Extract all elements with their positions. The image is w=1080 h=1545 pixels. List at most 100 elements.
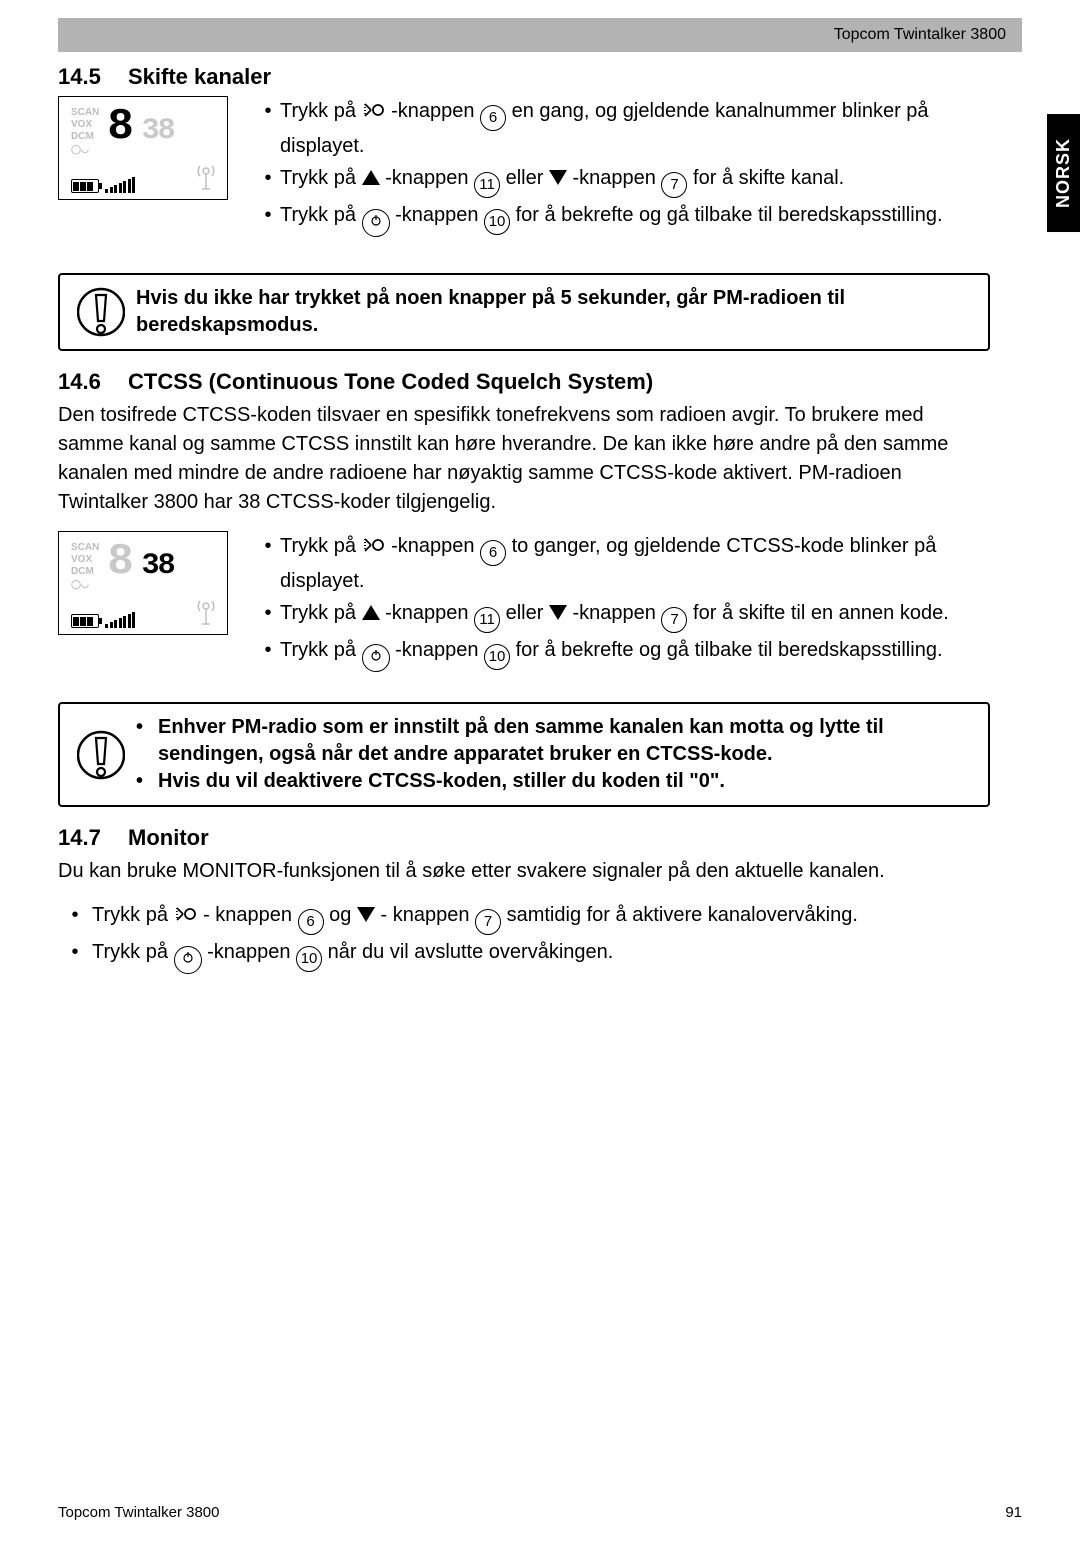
lcd-chime-icon: ◯◡	[71, 578, 99, 590]
sec-146-title: CTCSS (Continuous Tone Coded Squelch Sys…	[128, 369, 653, 394]
text: for å skifte til en annen kode.	[693, 602, 949, 624]
note1-text: Hvis du ikke har trykket på noen knapper…	[136, 285, 972, 339]
triangle-down-icon	[549, 605, 567, 620]
circled-7-icon: 7	[661, 172, 687, 198]
text: Trykk på	[92, 941, 174, 963]
bullet-dot: •	[256, 598, 280, 633]
softkey-icon	[174, 904, 198, 924]
text: -knappen	[395, 639, 484, 661]
circled-6-icon: 6	[480, 540, 506, 566]
lcd-label: DCM	[71, 566, 99, 578]
text: for å bekrefte og gå tilbake til beredsk…	[516, 639, 943, 661]
sec146-b2: Trykk på -knappen 11 eller -knappen 7 fo…	[280, 598, 990, 633]
lcd-label: SCAN	[71, 542, 99, 554]
text: og	[329, 904, 357, 926]
bullet-dot: •	[58, 900, 92, 935]
sec146-para: Den tosifrede CTCSS-koden tilsvaer en sp…	[58, 401, 990, 517]
antenna-icon	[195, 596, 217, 628]
circled-11-icon: 11	[474, 607, 500, 633]
triangle-up-icon	[362, 170, 380, 185]
text: -knappen	[207, 941, 296, 963]
sec145-b1: Trykk på -knappen 6 en gang, og gjeldend…	[280, 96, 990, 161]
footer: Topcom Twintalker 3800 91	[58, 1504, 1022, 1521]
signal-bars-icon	[105, 177, 135, 193]
triangle-down-icon	[549, 170, 567, 185]
text: -knappen	[391, 535, 480, 557]
text: -knappen	[573, 602, 662, 624]
circled-7-icon: 7	[475, 909, 501, 935]
bullet-dot: •	[256, 200, 280, 237]
sec-145-heading: 14.5Skifte kanaler	[58, 64, 990, 90]
bullet-dot: •	[58, 937, 92, 974]
note2: •Enhver PM-radio som er innstilt på den …	[136, 714, 972, 795]
lcd-chime-icon: ◯◡	[71, 143, 99, 155]
header-bar: Topcom Twintalker 3800	[58, 18, 1022, 52]
circled-6-icon: 6	[298, 909, 324, 935]
circled-10-icon: 10	[484, 644, 510, 670]
lcd-big-digit: 8	[107, 542, 131, 582]
bullet-dot: •	[256, 96, 280, 161]
sec-146-num: 14.6	[58, 369, 128, 395]
header-right: Topcom Twintalker 3800	[834, 26, 1006, 44]
text: -knappen	[385, 167, 474, 189]
text: Trykk på	[280, 100, 362, 122]
sec145-b3: Trykk på -knappen 10 for å bekrefte og g…	[280, 200, 990, 237]
text: -knappen	[391, 100, 480, 122]
page-number: 91	[1005, 1504, 1022, 1521]
text: Trykk på	[92, 904, 174, 926]
lcd-label: DCM	[71, 131, 99, 143]
sec145-b2: Trykk på -knappen 11 eller -knappen 7 fo…	[280, 163, 990, 198]
note-box-1: Hvis du ikke har trykket på noen knapper…	[58, 273, 990, 351]
sec146-b1: Trykk på -knappen 6 to ganger, og gjelde…	[280, 531, 990, 596]
text: - knappen	[203, 904, 298, 926]
text: når du vil avslutte overvåkingen.	[328, 941, 614, 963]
lcd-label: SCAN	[71, 107, 99, 119]
lcd-sub-digits: 38	[142, 111, 174, 151]
power-icon	[174, 946, 202, 974]
sec-147-title: Monitor	[128, 825, 209, 850]
note2a: Enhver PM-radio som er innstilt på den s…	[158, 714, 972, 768]
lcd-digits: 8 38	[107, 542, 173, 586]
triangle-up-icon	[362, 605, 380, 620]
text: -knappen	[395, 204, 484, 226]
signal-bars-icon	[105, 612, 135, 628]
text: Trykk på	[280, 639, 362, 661]
sec146-b3: Trykk på -knappen 10 for å bekrefte og g…	[280, 635, 990, 672]
lcd-big-digit: 8	[107, 107, 131, 147]
text: samtidig for å aktivere kanalovervåking.	[507, 904, 858, 926]
sec-147-num: 14.7	[58, 825, 128, 851]
text: Trykk på	[280, 535, 362, 557]
lcd-146: SCAN VOX DCM ◯◡ 8 38	[58, 531, 228, 635]
circled-10-icon: 10	[484, 209, 510, 235]
sec147-b2: Trykk på -knappen 10 når du vil avslutte…	[92, 937, 990, 974]
exclamation-icon	[66, 728, 136, 782]
antenna-icon	[195, 161, 217, 193]
lcd-labels: SCAN VOX DCM ◯◡	[71, 107, 99, 155]
battery-icon	[71, 614, 99, 628]
sec-146-heading: 14.6CTCSS (Continuous Tone Coded Squelch…	[58, 369, 990, 395]
lcd-label: VOX	[71, 119, 99, 131]
language-tab: NORSK	[1047, 114, 1080, 232]
note2b: Hvis du vil deaktivere CTCSS-koden, stil…	[158, 768, 725, 795]
text: eller	[506, 167, 549, 189]
note-box-2: •Enhver PM-radio som er innstilt på den …	[58, 702, 990, 807]
sec147-para: Du kan bruke MONITOR-funksjonen til å sø…	[58, 857, 990, 886]
power-icon	[362, 644, 390, 672]
softkey-icon	[362, 100, 386, 120]
sec-145-num: 14.5	[58, 64, 128, 90]
triangle-down-icon	[357, 907, 375, 922]
text: -knappen	[385, 602, 474, 624]
bullet-dot: •	[136, 768, 158, 795]
battery-icon	[71, 179, 99, 193]
power-icon	[362, 209, 390, 237]
circled-6-icon: 6	[480, 105, 506, 131]
softkey-icon	[362, 535, 386, 555]
sec-147-heading: 14.7Monitor	[58, 825, 990, 851]
circled-10-icon: 10	[296, 946, 322, 972]
text: for å bekrefte og gå tilbake til beredsk…	[516, 204, 943, 226]
sec-145-title: Skifte kanaler	[128, 64, 271, 89]
text: Trykk på	[280, 167, 362, 189]
circled-7-icon: 7	[661, 607, 687, 633]
text: Trykk på	[280, 204, 362, 226]
bullet-dot: •	[136, 714, 158, 768]
